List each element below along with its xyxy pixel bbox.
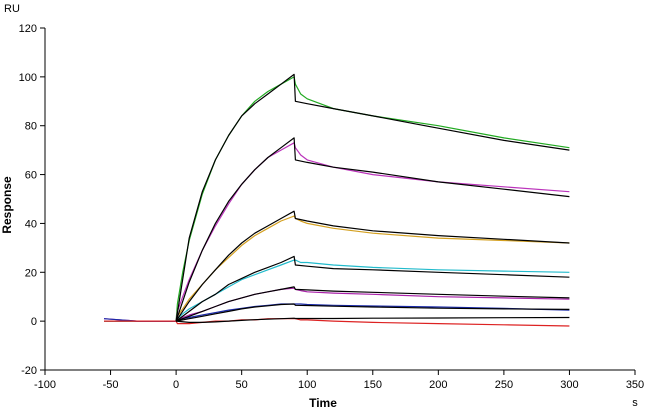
y-tick-label: 0 bbox=[31, 316, 37, 328]
series-line-10 bbox=[175, 210, 570, 322]
series-line-7 bbox=[104, 318, 570, 327]
x-tick-label: 50 bbox=[236, 379, 248, 391]
y-tick-label: 120 bbox=[19, 23, 37, 35]
y-tick-label: 20 bbox=[25, 267, 37, 279]
x-tick-label: -50 bbox=[103, 379, 119, 391]
series-line-14 bbox=[176, 316, 570, 323]
y-tick-label: 80 bbox=[25, 121, 37, 133]
x-tick-label: -100 bbox=[34, 379, 56, 391]
x-tick-label: 300 bbox=[560, 379, 578, 391]
x-unit-label: s bbox=[632, 397, 638, 409]
x-ticks: -100 -50 0 50 100 150 200 250 300 350 bbox=[34, 370, 644, 391]
y-tick-label: 40 bbox=[25, 218, 37, 230]
x-tick-label: 150 bbox=[364, 379, 382, 391]
series-lines bbox=[103, 73, 570, 327]
x-tick-label: 250 bbox=[495, 379, 513, 391]
x-tick-label: 100 bbox=[298, 379, 316, 391]
series-line-12 bbox=[175, 286, 570, 322]
series-line-3 bbox=[104, 215, 570, 322]
y-unit-label: RU bbox=[4, 3, 20, 15]
y-ticks: -20 0 20 40 60 80 100 120 bbox=[19, 23, 45, 377]
y-tick-label: 60 bbox=[25, 170, 37, 182]
x-axis-title: Time bbox=[309, 396, 337, 410]
plot-area: -100 -50 0 50 100 150 200 250 300 350 -20 0 20 40 60 8… bbox=[19, 23, 645, 391]
series-line-5 bbox=[103, 287, 570, 322]
series-line-9 bbox=[175, 137, 570, 322]
series-line-13 bbox=[175, 303, 570, 322]
x-tick-label: 200 bbox=[429, 379, 447, 391]
y-tick-label: -20 bbox=[21, 365, 37, 377]
x-tick-label: 350 bbox=[626, 379, 644, 391]
series-line-8 bbox=[175, 73, 570, 322]
series-line-2 bbox=[104, 142, 570, 322]
x-tick-label: 0 bbox=[173, 379, 179, 391]
y-tick-label: 100 bbox=[19, 72, 37, 84]
y-axis-title: Response bbox=[0, 176, 14, 234]
series-line-11 bbox=[175, 255, 570, 322]
series-line-1 bbox=[104, 76, 570, 322]
